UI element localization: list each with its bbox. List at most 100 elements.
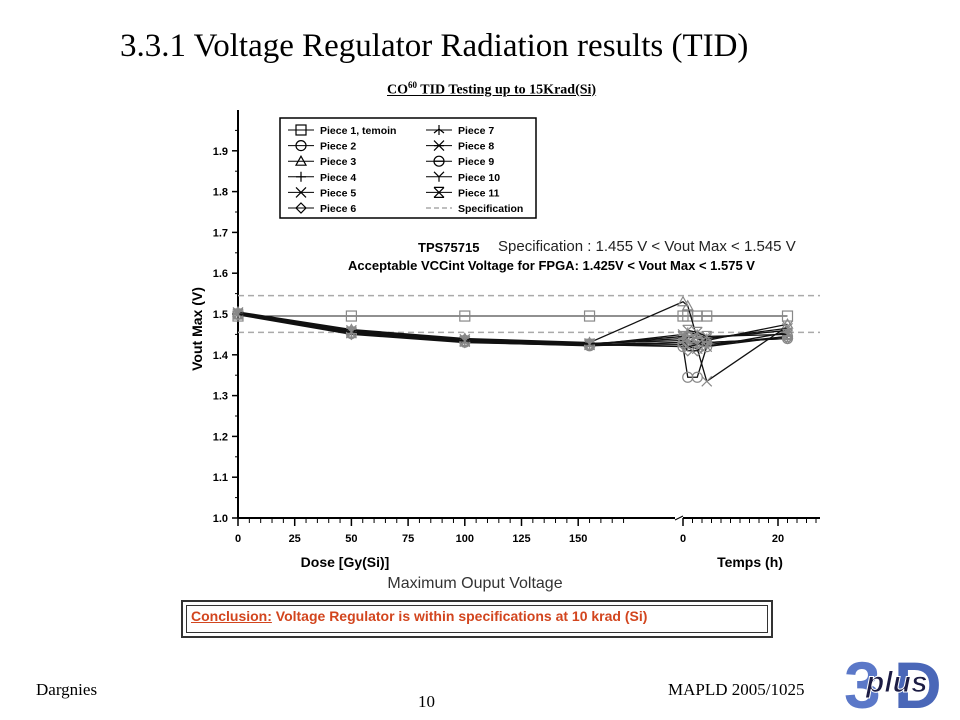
legend-label: Piece 11 (458, 187, 500, 199)
marker-triangle (681, 299, 694, 311)
legend-label: Piece 7 (458, 125, 494, 137)
legend-label: Piece 1, temoin (320, 125, 396, 137)
annotation-device: TPS75715 (418, 240, 479, 255)
marker-x-box (345, 326, 357, 338)
legend-item: Piece 1, temoin (288, 124, 396, 137)
legend-item: Piece 11 (426, 186, 500, 199)
marker-x-box (691, 326, 703, 338)
series-11 (232, 308, 793, 350)
time-axis-label: Temps (h) (717, 554, 783, 570)
dose-tick-label: 75 (402, 533, 414, 545)
annotation-fpga: Acceptable VCCint Voltage for FPGA: 1.42… (348, 258, 755, 273)
marker-x-box (232, 308, 244, 320)
legend-item: Specification (426, 203, 523, 215)
legend-label: Piece 4 (320, 172, 356, 184)
annotation-spec: Specification : 1.455 V < Vout Max < 1.5… (498, 238, 796, 255)
legend-item: Piece 6 (288, 202, 356, 215)
y-tick-label: 1.0 (213, 513, 228, 525)
legend-label: Specification (458, 203, 523, 215)
legend-label: Piece 2 (320, 141, 356, 153)
specification-lines (238, 294, 820, 334)
legend-item: Piece 9 (426, 155, 494, 168)
legend-item: Piece 5 (288, 186, 356, 199)
marker-x-box (677, 330, 689, 343)
footer-conference: MAPLD 2005/1025 (668, 680, 805, 699)
time-tick-label: 0 (680, 533, 686, 545)
subtitle-superscript: 60 (408, 80, 417, 90)
marker-diamond (295, 202, 307, 214)
series-1 (232, 310, 794, 322)
marker-triangle (676, 295, 690, 307)
legend-label: Piece 9 (458, 156, 494, 168)
logo-letter-d: D (894, 648, 942, 716)
legend-box (279, 117, 537, 219)
legend-item: Piece 3 (288, 154, 356, 168)
legend-item: Piece 7 (426, 125, 494, 137)
series-10 (232, 306, 793, 352)
dose-tick-label: 150 (569, 533, 587, 545)
dose-tick-label: 125 (512, 533, 530, 545)
legend-item: Piece 8 (426, 140, 494, 153)
marker-square (459, 310, 471, 322)
y-tick-label: 1.6 (213, 268, 228, 280)
y-tick-label: 1.7 (213, 227, 228, 239)
marker-x-box (782, 328, 793, 340)
y-tick-label: 1.2 (213, 431, 228, 443)
marker-y (433, 171, 445, 182)
dose-tick-label: 100 (456, 533, 474, 545)
conclusion-text: Conclusion: Voltage Regulator is within … (191, 608, 647, 624)
y-tick-label: 1.1 (213, 472, 228, 484)
marker-x-box (433, 186, 445, 198)
logo-digit-3: 3 (844, 648, 881, 716)
y-tick-label: 1.9 (213, 146, 228, 158)
chart-legend: Piece 1, temoin Piece 2 Piece 3 Piece 4 Piec… (279, 117, 537, 219)
legend-item: Piece 4 (288, 171, 356, 184)
marker-square (781, 310, 794, 322)
marker-square (295, 124, 307, 136)
marker-square (701, 310, 713, 322)
marker-x (701, 375, 713, 387)
marker-x-box (584, 338, 595, 350)
y-tick-label: 1.3 (213, 391, 228, 403)
subtitle-main: CO (387, 82, 408, 98)
dose-tick-label: 50 (345, 533, 357, 545)
3d-plus-logo: 3 D plus (844, 648, 942, 716)
y-axis-label: Vout Max (V) (189, 287, 205, 371)
slide-title: 3.3.1 Voltage Regulator Radiation result… (120, 28, 749, 64)
legend-label: Piece 10 (458, 172, 500, 184)
footer-author: Dargnies (36, 680, 98, 699)
marker-square (583, 310, 596, 322)
marker-x-box (459, 335, 471, 347)
marker-y (691, 339, 703, 350)
marker-triangle (294, 154, 308, 166)
time-tick-label: 20 (772, 533, 784, 545)
conclusion-statement: Voltage Regulator is within specificatio… (271, 608, 648, 624)
axis-break-mark (674, 515, 684, 521)
legend-label: Piece 8 (458, 141, 494, 153)
vout-max-chart: 1.0 1.1 1.2 1.3 1.4 1.5 1.6 1.7 1.8 1.9 0 25 50 75 100… (189, 110, 820, 592)
marker-diamond (681, 344, 694, 357)
chart-caption: Maximum Ouput Voltage (387, 575, 562, 592)
marker-x-box (701, 330, 713, 343)
marker-plus (296, 171, 306, 182)
dose-tick-label: 0 (235, 533, 241, 545)
marker-x-box (682, 324, 694, 336)
conclusion-box: Conclusion: Voltage Regulator is within … (181, 600, 773, 638)
marker-tri-cross (433, 125, 445, 135)
legend-label: Piece 6 (320, 203, 356, 215)
marker-circle (295, 139, 307, 152)
legend-item: Piece 10 (426, 171, 500, 184)
logo-plus-text: plus (865, 666, 928, 699)
marker-x (295, 186, 307, 198)
y-tick-label: 1.8 (213, 187, 228, 199)
dose-tick-label: 25 (289, 533, 301, 545)
subtitle-rest: TID Testing up to 15Krad(Si) (417, 82, 597, 98)
marker-diamond (691, 344, 704, 357)
series-layer (231, 295, 794, 387)
marker-star (433, 140, 445, 152)
legend-label: Piece 5 (320, 187, 356, 199)
dose-axis-label: Dose [Gy(Si)] (301, 554, 390, 570)
y-tick-label: 1.5 (213, 309, 228, 321)
y-tick-label: 1.4 (213, 350, 229, 362)
series-8 (232, 308, 793, 353)
